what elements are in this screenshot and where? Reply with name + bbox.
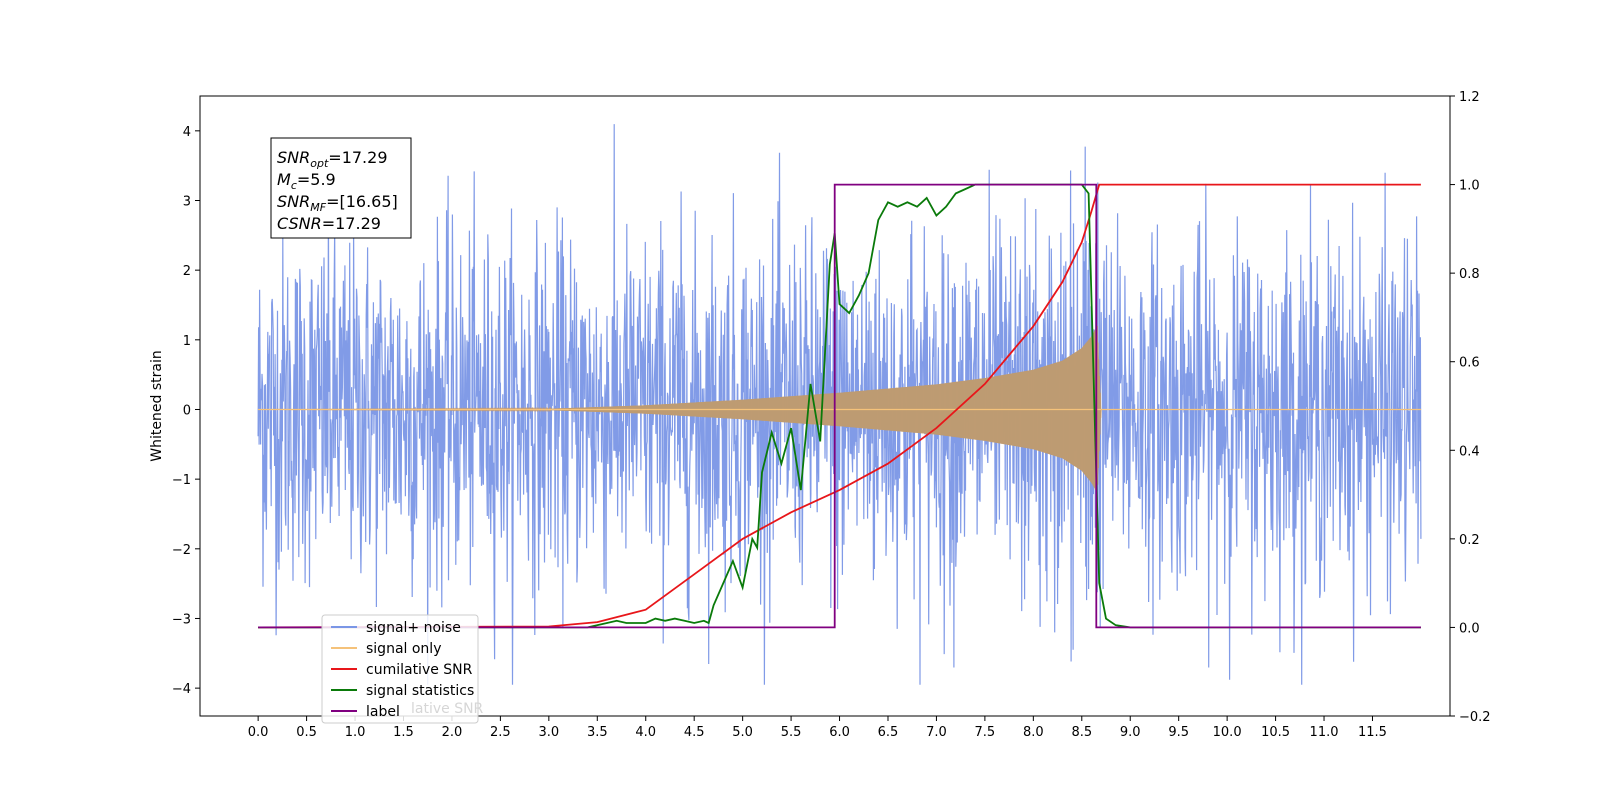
x-tick-label: 10.5	[1261, 725, 1290, 740]
y2-tick-label: 1.2	[1459, 90, 1480, 105]
x-tick-label: 1.5	[393, 725, 414, 740]
series-label-line	[258, 183, 1421, 629]
y-axis-left: 4 3 2 1 0 −1 −2 −3 −4	[172, 125, 200, 697]
y-axis-label: Whitened strain	[149, 350, 165, 461]
x-tick-label: 4.5	[684, 725, 705, 740]
legend-label: signal only	[366, 641, 441, 657]
y-tick-label: 2	[183, 264, 191, 279]
y-tick-label: 4	[183, 125, 191, 140]
y2-tick-label: 0.0	[1459, 621, 1480, 636]
y-tick-label: 1	[183, 334, 191, 349]
legend-label: signal statistics	[366, 683, 474, 699]
x-tick-label: 5.0	[732, 725, 753, 740]
y2-tick-label: 0.4	[1459, 444, 1480, 459]
legend: lative SNR signal+ noise signal only cumila…	[321, 614, 484, 724]
x-tick-label: 11.0	[1310, 725, 1339, 740]
x-tick-label: 8.5	[1071, 725, 1092, 740]
annotation-line: SNRopt=17.29	[277, 148, 388, 170]
y2-tick-label: 0.6	[1459, 356, 1480, 371]
x-tick-label: 3.0	[538, 725, 559, 740]
x-tick-label: 1.0	[345, 725, 366, 740]
plot-area	[257, 124, 1422, 685]
x-tick-label: 9.0	[1120, 725, 1141, 740]
x-tick-label: 7.5	[975, 725, 996, 740]
annotation-line: CSNR=17.29	[277, 214, 381, 233]
legend-frame	[321, 614, 479, 724]
annotation-line: Mc=5.9	[277, 170, 336, 192]
y-tick-label: −2	[172, 543, 191, 558]
x-axis: 0.0 0.5 1.0 1.5 2.0 2.5 3.0 3.5 4.0 4.5 5.0 5.5 6.0 6…	[248, 716, 1387, 740]
y-tick-label: 0	[183, 403, 191, 418]
x-tick-label: 8.0	[1023, 725, 1044, 740]
x-tick-label: 5.5	[781, 725, 802, 740]
stats-annotation-frame	[270, 137, 412, 239]
y2-tick-label: 0.8	[1459, 267, 1480, 282]
plot-frame	[199, 95, 1451, 717]
x-tick-label: 0.0	[248, 725, 269, 740]
y-tick-label: 3	[183, 194, 191, 209]
series-signal-noise-line	[257, 124, 1422, 685]
legend-label: label	[366, 704, 400, 720]
x-tick-label: 9.5	[1168, 725, 1189, 740]
stats-annotation-box: SNRopt=17.29Mc=5.9SNRMF=[16.65]CSNR=17.2…	[270, 137, 412, 239]
x-tick-label: 2.5	[490, 725, 511, 740]
x-tick-label: 2.0	[442, 725, 463, 740]
y-tick-label: −4	[172, 682, 191, 697]
y2-tick-label: −0.2	[1459, 710, 1491, 725]
y-axis-right: 1.2 1.0 0.8 0.6 0.4 0.2 0.0 −0.2	[1450, 90, 1491, 725]
series-cumilative-snr-line	[258, 183, 1421, 629]
x-tick-label: 10.0	[1213, 725, 1242, 740]
x-tick-label: 3.5	[587, 725, 608, 740]
x-tick-label: 0.5	[296, 725, 317, 740]
x-tick-label: 6.5	[878, 725, 899, 740]
legend-label: cumilative SNR	[366, 662, 473, 678]
x-tick-label: 7.0	[926, 725, 947, 740]
x-tick-label: 6.0	[829, 725, 850, 740]
y2-tick-label: 0.2	[1459, 533, 1480, 548]
legend-ghost-text: lative SNR	[411, 701, 484, 717]
annotation-line: SNRMF=[16.65]	[277, 192, 398, 214]
x-tick-label: 11.5	[1358, 725, 1387, 740]
legend-label: signal+ noise	[366, 620, 461, 636]
x-tick-label: 4.0	[635, 725, 656, 740]
y-tick-label: −1	[172, 473, 191, 488]
y-tick-label: −3	[172, 612, 191, 627]
y2-tick-label: 1.0	[1459, 179, 1480, 194]
